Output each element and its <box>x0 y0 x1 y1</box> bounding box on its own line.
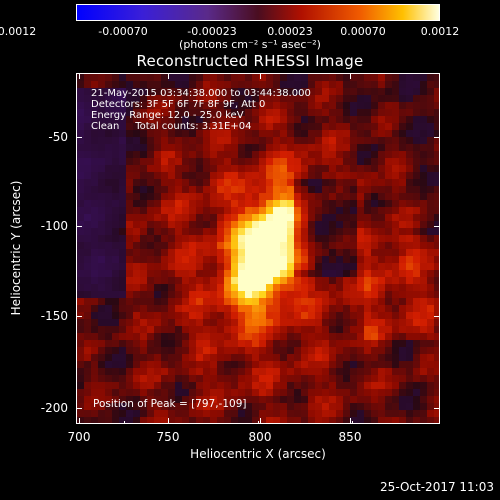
colorbar-tick-label: -0.00023 <box>187 25 237 38</box>
colorbar <box>76 4 440 21</box>
tick-mark <box>434 226 440 227</box>
tick-mark <box>79 73 80 79</box>
info-time-range: 21-May-2015 03:34:38.000 to 03:44:38.000 <box>91 88 311 99</box>
tick-mark <box>434 137 440 138</box>
info-energy-range: Energy Range: 12.0 - 25.0 keV <box>91 110 244 121</box>
y-tick-label: -200 <box>40 401 68 415</box>
info-detectors: Detectors: 3F 5F 6F 7F 8F 9F, Att 0 <box>91 99 266 110</box>
tick-mark <box>76 408 82 409</box>
tick-mark <box>260 418 261 424</box>
colorbar-gradient <box>77 5 439 20</box>
tick-mark <box>168 73 169 79</box>
tick-mark <box>124 421 125 424</box>
tick-mark <box>352 421 353 424</box>
colorbar-tick-label: 0.0012 <box>420 25 460 38</box>
peak-position-label: Position of Peak = [797,-109] <box>93 398 247 410</box>
tick-mark <box>434 408 440 409</box>
x-tick-label: 850 <box>338 430 362 444</box>
tick-mark <box>76 137 82 138</box>
x-tick-label: 800 <box>248 430 272 444</box>
colorbar-tick-label: -0.0012 <box>0 25 37 38</box>
tick-mark <box>350 73 351 79</box>
colorbar-units: (photons cm⁻² s⁻¹ asec⁻²) <box>179 38 321 51</box>
tick-mark <box>76 226 82 227</box>
x-tick-label: 700 <box>67 430 91 444</box>
tick-mark <box>258 421 259 424</box>
timestamp: 25-Oct-2017 11:03 <box>380 480 494 494</box>
y-tick-label: -150 <box>40 309 68 323</box>
tick-mark <box>168 421 169 424</box>
heatmap-canvas <box>77 74 439 423</box>
y-tick-label: -50 <box>48 130 68 144</box>
tick-mark <box>434 316 440 317</box>
colorbar-tick-label: -0.00070 <box>98 25 148 38</box>
colorbar-tick-label: 0.00023 <box>267 25 313 38</box>
plot-title: Reconstructed RHESSI Image <box>136 52 364 70</box>
x-axis-label: Heliocentric X (arcsec) <box>190 447 326 461</box>
y-tick-label: -100 <box>40 219 68 233</box>
tick-mark <box>76 316 82 317</box>
info-method-counts: Clean Total counts: 3.31E+04 <box>91 121 252 132</box>
colorbar-tick-label: 0.00070 <box>340 25 386 38</box>
rhessi-image: 21-May-2015 03:34:38.000 to 03:44:38.000… <box>76 73 440 424</box>
tick-mark <box>79 418 80 424</box>
tick-mark <box>260 73 261 79</box>
x-tick-label: 750 <box>156 430 180 444</box>
y-axis-label: Heliocentric Y (arcsec) <box>9 180 23 316</box>
tick-mark <box>350 418 351 424</box>
